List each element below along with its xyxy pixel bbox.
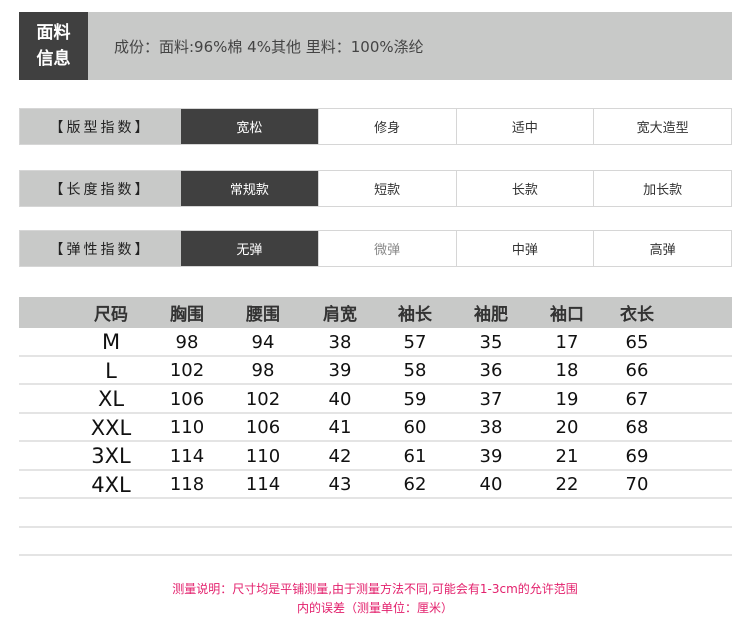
table-cell: 17 (555, 331, 579, 353)
table-cell: 39 (328, 360, 352, 382)
measurement-note-line1: 测量说明：尺寸均是平铺测量,由于测量方法不同,可能会有1-3cm的允许范围 (172, 582, 578, 596)
measurement-note-line2: 内的误差（测量单位：厘米） (296, 601, 453, 615)
table-cell: 62 (403, 474, 427, 496)
index-option: 宽松 (181, 109, 318, 144)
table-row: XL 106 102 40 59 37 19 67 (19, 385, 732, 414)
table-cell: 59 (403, 388, 427, 410)
table-cell: 18 (555, 360, 579, 382)
table-cell: 58 (403, 360, 427, 382)
column-header: 肩宽 (323, 305, 357, 325)
index-row: 【弹性指数】 无弹 微弹 中弹 高弹 (19, 230, 732, 267)
table-cell: 68 (625, 417, 649, 439)
table-cell: 42 (328, 445, 352, 467)
index-option: 常规款 (181, 171, 318, 206)
index-row: 【长度指数】 常规款 短款 长款 加长款 (19, 170, 732, 207)
table-cell: 106 (169, 388, 205, 410)
index-option: 修身 (317, 109, 456, 144)
table-row: L 102 98 39 58 36 18 66 (19, 357, 732, 385)
index-option: 宽大造型 (593, 109, 731, 144)
table-cell: 57 (403, 331, 427, 353)
table-cell: 37 (479, 388, 503, 410)
table-cell: 20 (555, 417, 579, 439)
table-cell: 60 (403, 417, 427, 439)
table-cell: 114 (169, 445, 205, 467)
table-cell: 98 (175, 331, 199, 353)
table-cell: 102 (169, 360, 205, 382)
size-table-header: 尺码 胸围 腰围 肩宽 袖长 袖肥 袖口 衣长 (19, 297, 732, 328)
column-header: 衣长 (620, 305, 654, 325)
table-cell: 118 (169, 474, 205, 496)
table-cell: L (105, 358, 117, 383)
table-cell: 65 (625, 331, 649, 353)
material-label: 面料 信息 (19, 12, 88, 80)
table-cell: 21 (555, 445, 579, 467)
table-cell: 39 (479, 445, 503, 467)
table-cell: 40 (479, 474, 503, 496)
table-cell: 110 (169, 417, 205, 439)
column-header: 尺码 (94, 305, 128, 325)
material-info: 面料 信息 成份：面料:96%棉 4%其他 里料：100%涤纶 (19, 12, 732, 80)
table-cell: 43 (328, 474, 352, 496)
empty-row (19, 499, 732, 528)
column-header: 胸围 (170, 305, 204, 325)
table-cell: XL (97, 387, 125, 412)
table-cell: 61 (403, 445, 427, 467)
table-cell: 94 (251, 331, 275, 353)
table-cell: 38 (479, 417, 503, 439)
table-cell: 3XL (91, 444, 131, 469)
table-row: 3XL 114 110 42 61 39 21 69 (19, 442, 732, 471)
table-cell: 41 (328, 417, 352, 439)
table-row: XXL 110 106 41 60 38 20 68 (19, 414, 732, 442)
column-header: 袖长 (398, 305, 432, 325)
table-cell: 102 (245, 388, 281, 410)
table-row: M 98 94 38 57 35 17 65 (19, 328, 732, 357)
table-cell: M (101, 330, 121, 355)
material-composition: 成份：面料:96%棉 4%其他 里料：100%涤纶 (114, 37, 424, 56)
material-label-line1: 面料 (36, 23, 71, 43)
table-cell: 19 (555, 388, 579, 410)
index-option: 无弹 (181, 231, 318, 266)
index-option: 适中 (455, 109, 594, 144)
table-cell: 70 (625, 474, 649, 496)
table-cell: 38 (328, 331, 352, 353)
index-option: 加长款 (593, 171, 731, 206)
column-header: 袖肥 (474, 305, 508, 325)
table-row: 4XL 118 114 43 62 40 22 70 (19, 471, 732, 499)
index-option: 高弹 (593, 231, 731, 266)
table-cell: 4XL (91, 472, 131, 497)
material-label-line2: 信息 (36, 49, 71, 69)
index-option: 微弹 (317, 231, 456, 266)
table-cell: 35 (479, 331, 503, 353)
table-cell: 36 (479, 360, 503, 382)
table-cell: 67 (625, 388, 649, 410)
index-option: 中弹 (455, 231, 594, 266)
empty-row (19, 528, 732, 556)
index-option: 短款 (317, 171, 456, 206)
index-row: 【版型指数】 宽松 修身 适中 宽大造型 (19, 108, 732, 145)
column-header: 腰围 (246, 305, 280, 325)
index-label: 【版型指数】 (20, 109, 181, 144)
table-cell: 69 (625, 445, 649, 467)
table-cell: 98 (251, 360, 275, 382)
table-cell: XXL (90, 415, 132, 440)
table-cell: 106 (245, 417, 281, 439)
column-header: 袖口 (550, 305, 584, 325)
table-cell: 22 (555, 474, 579, 496)
table-cell: 40 (328, 388, 352, 410)
table-cell: 66 (625, 360, 649, 382)
table-cell: 110 (245, 445, 281, 467)
size-table: 尺码 胸围 腰围 肩宽 袖长 袖肥 袖口 衣长 M 98 94 38 57 35 17 65 L 102 98 39… (19, 297, 732, 556)
table-cell: 114 (245, 474, 281, 496)
index-label: 【长度指数】 (20, 171, 181, 206)
index-label: 【弹性指数】 (20, 231, 181, 266)
index-option: 长款 (455, 171, 594, 206)
